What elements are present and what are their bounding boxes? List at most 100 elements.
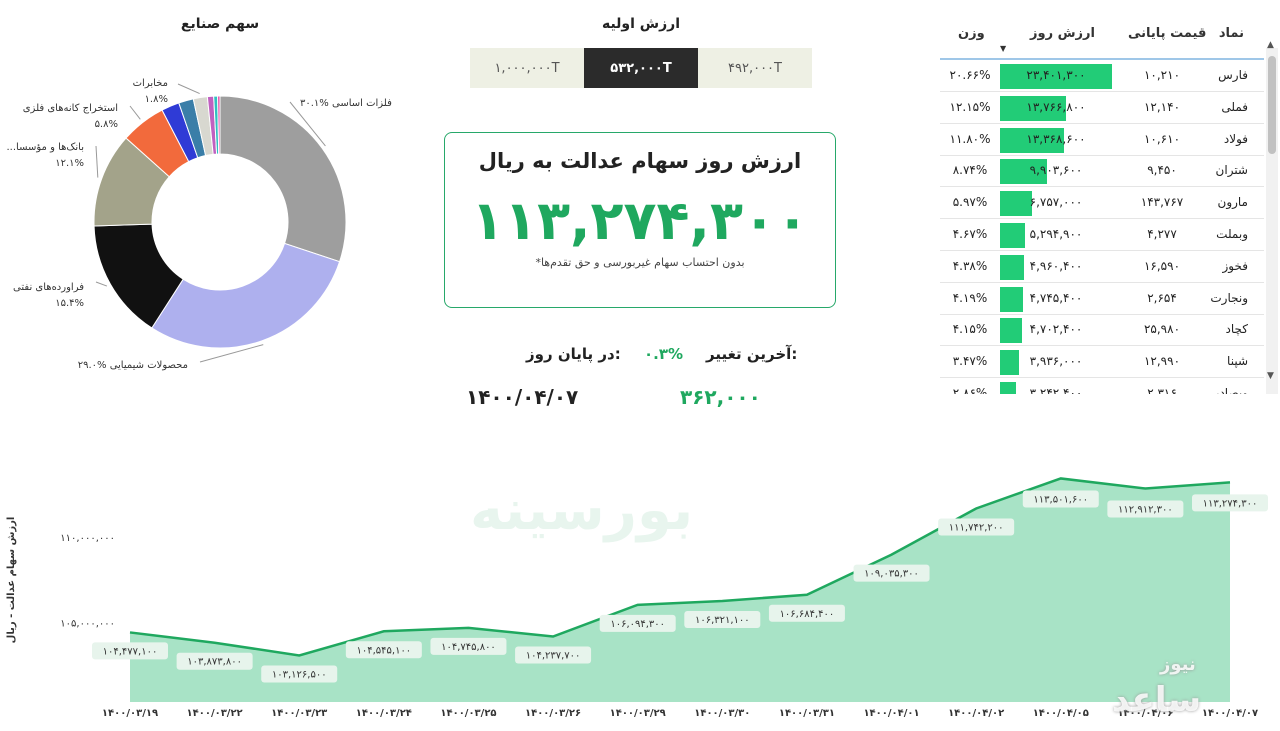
donut-slice[interactable]: [217, 95, 221, 155]
donut-label: ۲۹.۰% محصولات شیمیایی: [78, 360, 188, 371]
scroll-down-icon[interactable]: ▼: [1267, 371, 1274, 381]
change-amount: ۳۶۲,۰۰۰: [680, 385, 761, 409]
header-weight[interactable]: وزن: [958, 26, 985, 41]
table-row[interactable]: فخوز ۱۶,۵۹۰ ۴,۹۶۰,۴۰۰ ۴.۳۸%: [940, 252, 1264, 283]
weight-bar: [1000, 382, 1016, 394]
industry-share-title: سهم صنایع: [180, 16, 260, 32]
cell-value: ۳,۹۳۶,۰۰۰: [1029, 354, 1083, 369]
donut-slice[interactable]: [151, 242, 341, 349]
donut-label: ۳۰.۱% فلزات اساسی: [300, 98, 392, 109]
donut-percent: ۵.۸%: [95, 119, 118, 130]
cell-value: ۱۳,۷۶۶,۸۰۰: [1026, 99, 1086, 114]
x-tick-label: ۱۴۰۰/۰۳/۲۴: [356, 708, 412, 719]
cell-value: ۶,۷۵۷,۰۰۰: [1029, 195, 1083, 210]
cell-value: ۹,۹۰۳,۶۰۰: [1029, 163, 1083, 178]
point-label: ۱۰۶,۰۹۴,۳۰۰: [610, 619, 665, 630]
end-of-day-label: در پایان روز:: [526, 345, 621, 363]
weight-bar: [1000, 64, 1112, 89]
point-label-box: [515, 646, 592, 664]
header-price[interactable]: قیمت پایانی: [1128, 26, 1207, 41]
cell-price: ۲۵,۹۸۰: [1143, 322, 1181, 337]
weight-bar: [1000, 286, 1023, 312]
cell-symbol: فملی: [1221, 99, 1248, 114]
initial-value-tab-532000[interactable]: ۵۳۲,۰۰۰T: [584, 48, 698, 88]
table-row[interactable]: ونجارت ۲,۶۵۴ ۴,۷۴۵,۴۰۰ ۴.۱۹%: [940, 284, 1264, 315]
table-row[interactable]: مارون ۱۴۳,۷۶۷ ۶,۷۵۷,۰۰۰ ۵.۹۷%: [940, 188, 1264, 220]
close-date: ۱۴۰۰/۰۴/۰۷: [466, 385, 579, 409]
area-line: [129, 477, 1231, 657]
point-label: ۱۰۳,۸۷۳,۸۰۰: [187, 657, 242, 668]
point-label-box: [176, 652, 253, 670]
header-symbol[interactable]: نماد: [1218, 26, 1244, 41]
cell-weight: ۲۰.۶۶%: [949, 68, 991, 82]
cell-symbol: شپنا: [1227, 354, 1248, 369]
industry-donut-chart: ۳۰.۱% فلزات اساسی ۲۹.۰% محصولات شیمیایی فر…: [7, 78, 393, 371]
cell-value: ۱۳,۳۶۸,۶۰۰: [1026, 131, 1086, 146]
cell-weight: ۴.۱۹%: [952, 290, 988, 305]
cell-weight: ۲.۸۶%: [952, 386, 988, 394]
x-tick-label: ۱۴۰۰/۰۳/۲۹: [610, 708, 666, 719]
initial-value-tabs: ۱,۰۰۰,۰۰۰T ۵۳۲,۰۰۰T ۴۹۲,۰۰۰T: [470, 48, 812, 88]
x-tick-label: ۱۴۰۰/۰۳/۲۲: [187, 708, 243, 719]
point-label-box: [1022, 490, 1099, 508]
cell-price: ۹,۴۵۰: [1147, 163, 1177, 178]
cell-symbol: فولاد: [1223, 131, 1248, 146]
point-label-box: [599, 614, 676, 632]
cell-symbol: شتران: [1215, 163, 1248, 178]
x-tick-label: ۱۴۰۰/۰۴/۰۲: [948, 708, 1004, 719]
table-row[interactable]: کچاد ۲۵,۹۸۰ ۴,۷۰۲,۴۰۰ ۴.۱۵%: [940, 315, 1264, 347]
cell-value: ۵,۲۹۴,۹۰۰: [1029, 227, 1083, 241]
cell-price: ۱۴۳,۷۶۷: [1140, 195, 1184, 210]
x-tick-label: ۱۴۰۰/۰۴/۰۶: [1117, 708, 1173, 719]
point-label-box: [938, 518, 1015, 536]
weight-bar: [1000, 350, 1019, 376]
cell-symbol: کچاد: [1225, 322, 1248, 337]
x-tick-label: ۱۴۰۰/۰۳/۳۱: [779, 708, 835, 719]
donut-leader-line: [95, 145, 99, 178]
cell-symbol: فخوز: [1222, 258, 1248, 273]
donut-slice[interactable]: [219, 95, 347, 263]
cell-weight: ۴.۳۸%: [952, 258, 988, 273]
initial-value-tab-1000000[interactable]: ۱,۰۰۰,۰۰۰T: [470, 48, 584, 88]
cell-value: ۴,۹۶۰,۴۰۰: [1029, 258, 1083, 273]
x-tick-label: ۱۴۰۰/۰۴/۰۵: [1033, 708, 1089, 719]
y-axis-title: ارزش سهام عدالت - ریال: [6, 517, 17, 644]
header-value[interactable]: ارزش روز: [1030, 26, 1095, 41]
table-row[interactable]: وبملت ۴,۲۷۷ ۵,۲۹۴,۹۰۰ ۴.۶۷%: [940, 220, 1264, 251]
table-row[interactable]: فولاد ۱۰,۶۱۰ ۱۳,۳۶۸,۶۰۰ ۱۱.۸۰%: [940, 125, 1264, 156]
scrollbar-thumb[interactable]: [1268, 56, 1276, 154]
initial-value-title: ارزش اولیه: [601, 16, 681, 32]
site-logo-sub: نیوز: [1160, 654, 1196, 675]
y-tick-label: ۱۱۰,۰۰۰,۰۰۰: [60, 533, 115, 544]
last-change-label: آخرین تغییر:: [706, 345, 798, 363]
table-row[interactable]: شتران ۹,۴۵۰ ۹,۹۰۳,۶۰۰ ۸.۷۴%: [940, 156, 1264, 188]
table-row[interactable]: شپنا ۱۲,۹۹۰ ۳,۹۳۶,۰۰۰ ۳.۴۷%: [940, 347, 1264, 379]
point-label-box: [684, 610, 761, 628]
point-label: ۱۱۳,۲۷۴,۳۰۰: [1203, 498, 1258, 509]
point-label: ۱۰۴,۲۳۷,۷۰۰: [526, 651, 581, 662]
table-row[interactable]: فارس ۱۰,۲۱۰ ۲۳,۴۰۱,۳۰۰ ۲۰.۶۶%: [940, 61, 1264, 92]
cell-value: ۴,۷۴۵,۴۰۰: [1029, 290, 1083, 305]
donut-leader-line: [95, 281, 108, 287]
table-row[interactable]: وبصادر ۲,۳۱۶ ۳,۲۴۲,۴۰۰ ۲.۸۶%: [940, 379, 1264, 394]
y-tick-label: ۱۰۵,۰۰۰,۰۰۰: [60, 619, 115, 630]
donut-label: مخابرات: [133, 78, 168, 89]
initial-value-tab-492000[interactable]: ۴۹۲,۰۰۰T: [698, 48, 812, 88]
cell-weight: ۴.۱۵%: [952, 322, 988, 337]
cell-weight: ۱۱.۸۰%: [949, 131, 991, 146]
weight-bar: [1000, 223, 1026, 248]
weight-bar: [1000, 254, 1024, 280]
table-row[interactable]: فملی ۱۲,۱۴۰ ۱۳,۷۶۶,۸۰۰ ۱۲.۱۵%: [940, 93, 1264, 124]
site-logo: ساعد نیوز: [1112, 680, 1202, 731]
point-label: ۱۰۳,۱۲۶,۵۰۰: [272, 669, 327, 680]
donut-leader-line: [289, 101, 326, 147]
donut-leader-line: [129, 105, 141, 120]
point-label: ۱۰۹,۰۳۵,۳۰۰: [864, 569, 919, 580]
daily-value-note: *بدون احتساب سهام غیربورسی و حق تقدم‌ها: [535, 256, 745, 269]
cell-price: ۱۰,۲۱۰: [1143, 68, 1181, 82]
scroll-up-icon[interactable]: ▲: [1267, 40, 1274, 50]
cell-price: ۱۲,۹۹۰: [1143, 354, 1181, 369]
sort-desc-icon[interactable]: ▼: [1000, 44, 1007, 53]
cell-price: ۱۶,۵۹۰: [1143, 258, 1181, 273]
